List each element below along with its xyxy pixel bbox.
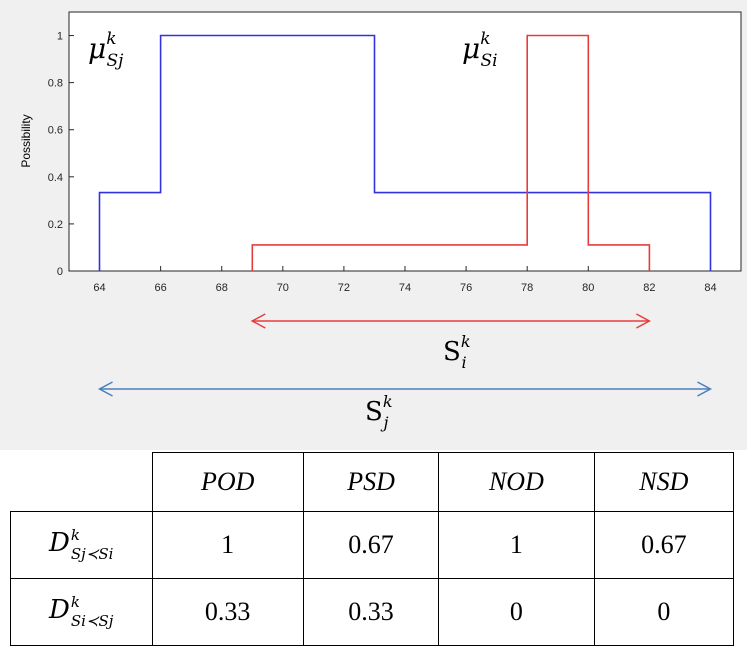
cell-pod: 1: [151, 511, 304, 580]
s-j-sub: j: [381, 413, 389, 432]
mu-si-main: μ: [462, 32, 480, 65]
mu-si-label: μk Si: [462, 29, 498, 71]
y-axis-label: Possibility: [19, 114, 33, 167]
cell-nsd: 0.67: [593, 511, 735, 580]
cell-pod: 0.33: [151, 578, 304, 646]
mu-sj-sup: k: [106, 29, 116, 49]
cell-nod: 0: [438, 578, 595, 646]
x-tick-label: 70: [277, 282, 289, 294]
row-label-sup: k: [70, 593, 80, 612]
y-tick-label: 1: [57, 31, 63, 43]
row-label-sup: k: [70, 526, 80, 545]
s-i-label: Sk i: [443, 332, 471, 372]
mu-si-sup: k: [480, 29, 490, 49]
x-tick-label: 76: [460, 282, 472, 294]
mu-sj-sub: Sj: [107, 51, 125, 71]
x-tick-label: 84: [704, 282, 716, 294]
mu-sj-main: μ: [88, 32, 106, 65]
header-pod: POD: [151, 451, 304, 513]
arrow-head-left: [250, 313, 266, 329]
x-tick-label: 68: [216, 282, 228, 294]
row-label-sub: Sj≺Si: [70, 545, 114, 564]
arrow-head-left: [97, 381, 113, 397]
x-tick-label: 78: [521, 282, 533, 294]
series-mu-si-line: [251, 34, 651, 271]
y-axis: 0 0.2 0.4 0.6 0.8 1: [48, 31, 74, 278]
cell-nsd: 0: [593, 578, 735, 646]
y-tick-label: 0: [57, 266, 63, 278]
row-label-sub: Si≺Sj: [70, 612, 114, 631]
header-nsd: NSD: [593, 451, 735, 513]
series-layer: [98, 34, 712, 271]
mu-si-sub: Si: [481, 51, 498, 71]
x-tick-label: 80: [582, 282, 594, 294]
s-i-sup: k: [461, 332, 471, 351]
row-label-main: D: [49, 528, 70, 559]
x-tick-label: 64: [93, 282, 105, 294]
cell-psd: 0.67: [302, 511, 440, 580]
cell-psd: 0.33: [302, 578, 440, 646]
arrow-head-right: [697, 381, 713, 397]
s-j-range-arrow: [97, 381, 713, 397]
s-j-label: Sk j: [365, 392, 393, 432]
table-header-row: POD PSD NOD NSD: [10, 451, 735, 513]
y-tick-label: 0.8: [48, 78, 63, 90]
series-mu-sj-line: [98, 34, 712, 271]
s-j-main: S: [365, 397, 383, 427]
x-tick-label: 82: [643, 282, 655, 294]
x-tick-label: 74: [399, 282, 411, 294]
plot-area: [68, 11, 742, 272]
s-i-main: S: [443, 337, 461, 367]
s-i-sub: i: [462, 353, 467, 372]
header-nod: NOD: [438, 451, 595, 513]
header-psd: PSD: [302, 451, 440, 513]
s-i-range-arrow: [250, 313, 651, 329]
table-corner-cell: [10, 452, 153, 513]
y-tick-label: 0.6: [48, 125, 63, 137]
x-tick-label: 66: [155, 282, 167, 294]
row-label-main: D: [49, 595, 70, 626]
cell-nod: 1: [438, 511, 595, 580]
x-tick-label: 72: [338, 282, 350, 294]
arrow-head-right: [636, 313, 651, 329]
y-tick-label: 0.4: [48, 172, 63, 184]
x-axis: 64 66 68 70 72 74 76 78 80 82 84: [93, 266, 717, 294]
mu-sj-label: μk Sj: [88, 29, 124, 71]
s-j-sup: k: [383, 392, 393, 411]
range-arrows: [97, 313, 713, 397]
y-tick-label: 0.2: [48, 219, 63, 231]
possibility-chart: 0 0.2 0.4 0.6 0.8 1 64 66 68 70 72 74 76 78 80 82 84 Po…: [0, 0, 747, 450]
